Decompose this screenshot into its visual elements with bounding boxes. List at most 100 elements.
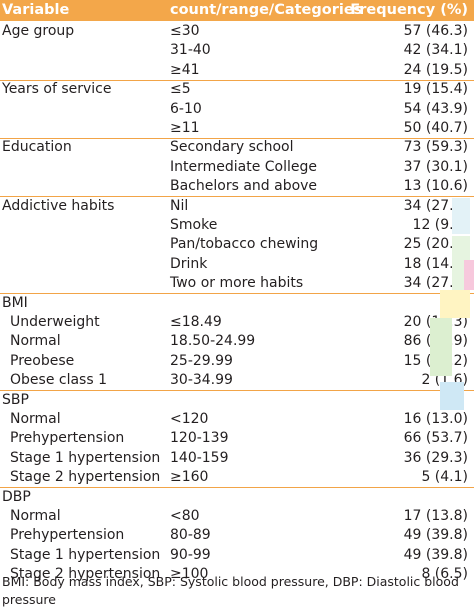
cell-category: 31-40 bbox=[170, 42, 211, 59]
table-row: Obese class 1 30-34.99 2 (1.6) bbox=[0, 371, 474, 390]
decorative-fragment bbox=[464, 260, 474, 290]
cell-frequency: 34 (27.6) bbox=[403, 197, 468, 214]
table-row: Intermediate College 37 (30.1) bbox=[0, 158, 474, 177]
cell-variable: Underweight bbox=[10, 314, 100, 330]
table-header: Variable count/range/Categories Frequenc… bbox=[0, 0, 474, 21]
cell-category: 80-89 bbox=[170, 527, 211, 544]
cell-frequency: 5 (4.1) bbox=[421, 469, 468, 486]
cell-frequency: 42 (34.1) bbox=[403, 42, 468, 59]
cell-category: 140-159 bbox=[170, 449, 229, 466]
cell-category: ≥100 bbox=[170, 566, 209, 583]
table-row: BMI bbox=[0, 294, 474, 313]
cell-frequency: 73 (59.3) bbox=[403, 139, 468, 156]
cell-frequency: 13 (10.6) bbox=[403, 178, 468, 195]
cell-category: ≤18.49 bbox=[170, 314, 222, 330]
cell-variable: Obese class 1 bbox=[10, 372, 107, 389]
table-row: Normal <120 16 (13.0) bbox=[0, 410, 474, 429]
cell-category: Bachelors and above bbox=[170, 178, 318, 195]
cell-category: Drink bbox=[170, 255, 208, 272]
cell-category: Intermediate College bbox=[170, 158, 318, 175]
header-variable: Variable bbox=[2, 2, 70, 18]
cell-category: Secondary school bbox=[170, 139, 294, 156]
row-separator bbox=[0, 137, 474, 139]
cell-variable: SBP bbox=[2, 391, 29, 408]
cell-frequency: 8 (6.5) bbox=[421, 566, 468, 583]
cell-frequency: 24 (19.5) bbox=[403, 61, 468, 78]
cell-variable: Addictive habits bbox=[2, 197, 115, 214]
decorative-fragment bbox=[440, 382, 464, 410]
header-categories: count/range/Categories bbox=[170, 2, 363, 18]
cell-variable: DBP bbox=[2, 488, 31, 505]
cell-category: <80 bbox=[170, 508, 200, 524]
decorative-fragment bbox=[452, 198, 470, 234]
table-footnote: BMI: Body mass index, SBP: Systolic bloo… bbox=[2, 574, 459, 607]
row-separator bbox=[0, 487, 474, 489]
cell-variable: Years of service bbox=[2, 81, 112, 98]
cell-variable: Preobese bbox=[10, 352, 75, 369]
table-row: ≥41 24 (19.5) bbox=[0, 61, 474, 80]
table-row: Normal <80 17 (13.8) bbox=[0, 507, 474, 526]
table-row: Years of service ≤5 19 (15.4) bbox=[0, 80, 474, 99]
cell-category: 6-10 bbox=[170, 100, 202, 117]
table-row: Two or more habits 34 (27.6) bbox=[0, 274, 474, 293]
cell-frequency: 17 (13.8) bbox=[403, 508, 468, 524]
cell-variable: Stage 1 hypertension bbox=[10, 449, 161, 466]
cell-frequency: 54 (43.9) bbox=[403, 100, 468, 117]
cell-category: ≤5 bbox=[170, 81, 191, 98]
table-row: Drink 18 (14.6) bbox=[0, 255, 474, 274]
cell-frequency: 49 (39.8) bbox=[403, 527, 468, 544]
cell-variable: Prehypertension bbox=[10, 527, 125, 544]
cell-frequency: 66 (53.7) bbox=[403, 430, 468, 447]
row-separator bbox=[0, 390, 474, 392]
table-row: Stage 2 hypertension ≥160 5 (4.1) bbox=[0, 468, 474, 487]
cell-frequency: 19 (15.4) bbox=[403, 81, 468, 98]
table-row: 31-40 42 (34.1) bbox=[0, 41, 474, 60]
cell-frequency: 34 (27.6) bbox=[403, 275, 468, 292]
cell-category: Pan/tobacco chewing bbox=[170, 236, 319, 253]
cell-frequency: 16 (13.0) bbox=[403, 411, 468, 427]
cell-variable: Stage 2 hypertension bbox=[10, 469, 161, 486]
cell-category: 30-34.99 bbox=[170, 372, 233, 389]
cell-frequency: 18 (14.6) bbox=[403, 255, 468, 272]
decorative-fragment bbox=[440, 290, 470, 318]
table-row: Prehypertension 120-139 66 (53.7) bbox=[0, 429, 474, 448]
header-frequency: Frequency (%) bbox=[350, 2, 468, 18]
row-separator bbox=[0, 196, 474, 198]
table-row: Addictive habits Nil 34 (27.6) bbox=[0, 197, 474, 216]
table-row: DBP bbox=[0, 488, 474, 507]
row-separator bbox=[0, 79, 474, 81]
cell-variable: Age group bbox=[2, 23, 75, 39]
table-row: ≥11 50 (40.7) bbox=[0, 119, 474, 138]
table-row: Pan/tobacco chewing 25 (20.3) bbox=[0, 235, 474, 254]
cell-category: ≤30 bbox=[170, 23, 200, 39]
cell-category: Two or more habits bbox=[170, 275, 304, 292]
cell-variable: Normal bbox=[10, 333, 61, 350]
cell-variable: Prehypertension bbox=[10, 430, 125, 447]
decorative-fragment bbox=[430, 318, 452, 376]
table-row: Prehypertension 80-89 49 (39.8) bbox=[0, 526, 474, 545]
table-row: Stage 1 hypertension 140-159 36 (29.3) bbox=[0, 449, 474, 468]
table-row: SBP bbox=[0, 391, 474, 410]
table-row: Bachelors and above 13 (10.6) bbox=[0, 177, 474, 196]
table-row: Age group ≤30 57 (46.3) bbox=[0, 22, 474, 41]
cell-frequency: 37 (30.1) bbox=[403, 158, 468, 175]
table-row: Stage 1 hypertension 90-99 49 (39.8) bbox=[0, 546, 474, 565]
cell-category: ≥41 bbox=[170, 61, 200, 78]
row-separator bbox=[0, 293, 474, 295]
cell-variable: Stage 2 hypertension bbox=[10, 566, 161, 583]
table-row: Stage 2 hypertension ≥100 8 (6.5) bbox=[0, 565, 474, 584]
cell-category: Nil bbox=[170, 197, 189, 214]
cell-frequency: 49 (39.8) bbox=[403, 546, 468, 563]
cell-category: <120 bbox=[170, 411, 209, 427]
cell-category: 18.50-24.99 bbox=[170, 333, 256, 350]
cell-category: 90-99 bbox=[170, 546, 211, 563]
cell-category: 120-139 bbox=[170, 430, 229, 447]
cell-category: 25-29.99 bbox=[170, 352, 233, 369]
cell-variable: BMI bbox=[2, 294, 28, 311]
cell-frequency: 50 (40.7) bbox=[403, 120, 468, 136]
table-row: Smoke 12 (9.8) bbox=[0, 216, 474, 235]
table-row: 6-10 54 (43.9) bbox=[0, 100, 474, 119]
